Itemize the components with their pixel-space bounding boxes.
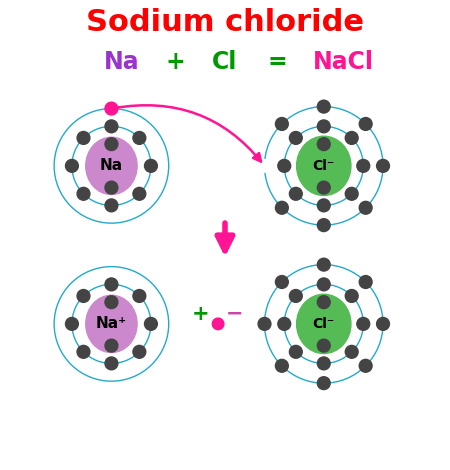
Circle shape	[317, 219, 330, 232]
Circle shape	[133, 290, 146, 302]
Circle shape	[105, 120, 118, 133]
Circle shape	[105, 181, 118, 194]
Circle shape	[317, 120, 330, 133]
Circle shape	[105, 357, 118, 370]
Ellipse shape	[297, 294, 351, 353]
Circle shape	[317, 138, 330, 150]
Text: +: +	[166, 50, 185, 74]
Circle shape	[359, 118, 372, 130]
Circle shape	[345, 345, 358, 358]
Text: =: =	[267, 50, 287, 74]
Text: Na⁺: Na⁺	[96, 316, 127, 331]
Ellipse shape	[86, 137, 137, 195]
Text: NaCl: NaCl	[313, 50, 374, 74]
Circle shape	[357, 159, 370, 172]
Circle shape	[377, 159, 389, 172]
Circle shape	[66, 317, 78, 330]
Circle shape	[317, 199, 330, 212]
Circle shape	[133, 132, 146, 144]
Circle shape	[105, 339, 118, 352]
Circle shape	[359, 201, 372, 214]
Circle shape	[275, 360, 288, 372]
Circle shape	[317, 181, 330, 194]
Circle shape	[105, 138, 118, 150]
Circle shape	[105, 199, 118, 212]
Text: Cl: Cl	[212, 50, 238, 74]
Circle shape	[212, 318, 224, 329]
Circle shape	[105, 296, 118, 309]
Circle shape	[289, 345, 302, 358]
Circle shape	[105, 102, 118, 115]
Circle shape	[275, 201, 288, 214]
Circle shape	[317, 339, 330, 352]
Text: +: +	[192, 304, 209, 324]
Circle shape	[377, 317, 389, 330]
Circle shape	[317, 296, 330, 309]
Circle shape	[275, 275, 288, 289]
Circle shape	[133, 345, 146, 358]
Text: −: −	[226, 304, 243, 324]
Circle shape	[77, 290, 90, 302]
Text: Na: Na	[100, 158, 123, 173]
Circle shape	[133, 188, 146, 200]
Circle shape	[258, 159, 271, 172]
Circle shape	[359, 360, 372, 372]
Circle shape	[105, 278, 118, 291]
Text: Sodium chloride: Sodium chloride	[86, 8, 364, 37]
Ellipse shape	[297, 136, 351, 196]
Circle shape	[144, 317, 158, 330]
Circle shape	[258, 317, 271, 330]
Circle shape	[317, 258, 330, 271]
Text: Na: Na	[104, 50, 139, 74]
Circle shape	[345, 290, 358, 302]
Circle shape	[357, 317, 370, 330]
Ellipse shape	[86, 295, 137, 352]
Circle shape	[278, 159, 291, 172]
Circle shape	[289, 132, 302, 144]
Circle shape	[317, 377, 330, 390]
Circle shape	[317, 278, 330, 291]
Circle shape	[345, 132, 358, 144]
Circle shape	[359, 275, 372, 289]
Circle shape	[275, 118, 288, 130]
Circle shape	[289, 188, 302, 200]
Circle shape	[77, 188, 90, 200]
Circle shape	[66, 159, 78, 172]
Circle shape	[77, 345, 90, 358]
Circle shape	[289, 290, 302, 302]
Circle shape	[317, 357, 330, 370]
Text: Cl⁻: Cl⁻	[313, 317, 335, 331]
Text: Cl⁻: Cl⁻	[313, 159, 335, 173]
Circle shape	[77, 132, 90, 144]
Circle shape	[345, 188, 358, 200]
Circle shape	[144, 159, 158, 172]
Circle shape	[278, 317, 291, 330]
Circle shape	[317, 100, 330, 113]
